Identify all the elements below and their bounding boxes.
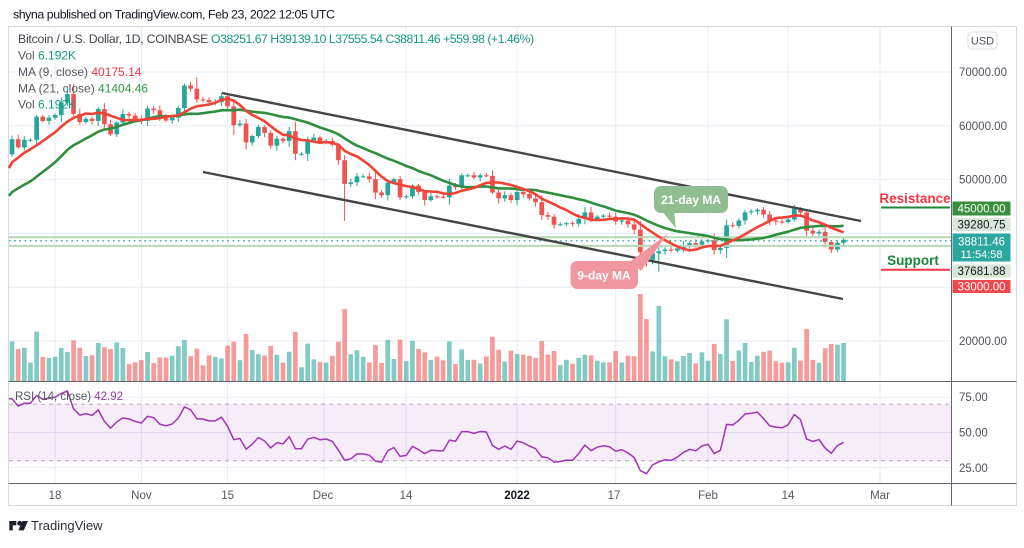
- svg-text:50000.00: 50000.00: [959, 175, 1007, 187]
- svg-text:Dec: Dec: [313, 490, 334, 502]
- svg-text:Vol 6.192K: Vol 6.192K: [18, 98, 76, 112]
- svg-text:Vol 6.192K: Vol 6.192K: [18, 49, 76, 63]
- svg-text:USD: USD: [971, 36, 994, 48]
- svg-text:MA (9, close) 40175.14: MA (9, close) 40175.14: [18, 65, 142, 79]
- svg-text:11:54:58: 11:54:58: [960, 249, 1002, 261]
- svg-text:17: 17: [608, 490, 621, 502]
- svg-text:Feb: Feb: [698, 490, 718, 502]
- svg-text:Resistance: Resistance: [879, 191, 951, 206]
- svg-text:Nov: Nov: [131, 490, 152, 502]
- svg-text:Mar: Mar: [870, 490, 890, 502]
- svg-text:50.00: 50.00: [959, 428, 988, 440]
- svg-text:75.00: 75.00: [959, 392, 988, 404]
- svg-text:18: 18: [49, 490, 62, 502]
- svg-text:TradingView: TradingView: [31, 518, 103, 533]
- svg-text:45000.00: 45000.00: [958, 203, 1006, 215]
- svg-text:38811.46: 38811.46: [958, 236, 1005, 248]
- svg-text:RSI (14, close) 42.92: RSI (14, close) 42.92: [15, 391, 123, 403]
- svg-text:70000.00: 70000.00: [959, 67, 1007, 79]
- svg-text:2022: 2022: [504, 490, 530, 502]
- svg-text:9-day MA: 9-day MA: [577, 269, 631, 283]
- svg-text:Support: Support: [887, 253, 939, 268]
- svg-text:20000.00: 20000.00: [959, 336, 1007, 348]
- svg-text:shyna published on TradingView: shyna published on TradingView.com, Feb …: [13, 8, 335, 22]
- svg-text:39280.75: 39280.75: [958, 220, 1006, 232]
- svg-text:14: 14: [782, 490, 795, 502]
- svg-text:MA (21, close) 41404.46: MA (21, close) 41404.46: [18, 82, 148, 96]
- svg-text:Bitcoin / U.S. Dollar, 1D, COI: Bitcoin / U.S. Dollar, 1D, COINBASE O382…: [18, 32, 534, 46]
- svg-text:14: 14: [400, 490, 413, 502]
- svg-text:60000.00: 60000.00: [959, 121, 1007, 133]
- svg-text:33000.00: 33000.00: [958, 282, 1006, 294]
- svg-text:15: 15: [221, 490, 234, 502]
- svg-text:25.00: 25.00: [959, 463, 988, 475]
- svg-text:21-day MA: 21-day MA: [661, 193, 721, 207]
- svg-text:37681.88: 37681.88: [958, 266, 1006, 278]
